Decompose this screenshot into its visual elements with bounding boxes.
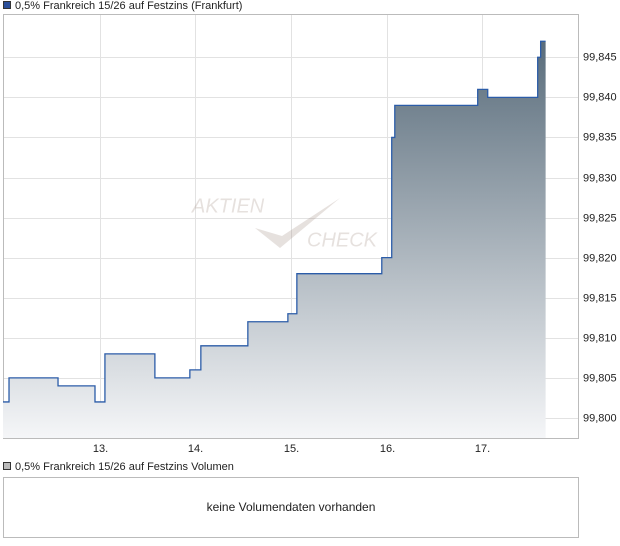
y-tick-label: 99,845	[583, 51, 617, 63]
watermark: AKTIEN CHECK	[191, 195, 379, 251]
y-tick-label: 99,800	[583, 412, 617, 424]
watermark-text: AKTIEN	[191, 195, 265, 217]
line	[3, 40, 546, 403]
x-tick-label: 13.	[93, 443, 108, 455]
x-tick-label: 17.	[475, 443, 490, 455]
watermark-text: CHECK	[307, 229, 379, 251]
legend-swatch	[3, 462, 11, 470]
y-tick-label: 99,830	[583, 172, 617, 184]
watermark-check	[255, 198, 340, 248]
x-tick-label: 16.	[380, 443, 395, 455]
legend-swatch	[3, 1, 11, 9]
area	[3, 41, 546, 439]
x-tick-label: 15.	[284, 443, 299, 455]
y-tick-label: 99,840	[583, 91, 617, 103]
x-tick-label: 14.	[188, 443, 203, 455]
y-tick-label: 99,815	[583, 292, 617, 304]
y-tick-label: 99,825	[583, 212, 617, 224]
y-tick-label: 99,820	[583, 252, 617, 264]
volume-message: keine Volumendaten vorhanden	[207, 500, 376, 514]
legend-label: 0,5% Frankreich 15/26 auf Festzins (Fran…	[15, 0, 242, 12]
y-tick-label: 99,810	[583, 332, 617, 344]
y-tick-label: 99,805	[583, 372, 617, 384]
volume-frame	[3, 477, 579, 538]
volume-title: 0,5% Frankreich 15/26 auf Festzins Volum…	[15, 461, 234, 473]
y-tick-label: 99,835	[583, 131, 617, 143]
